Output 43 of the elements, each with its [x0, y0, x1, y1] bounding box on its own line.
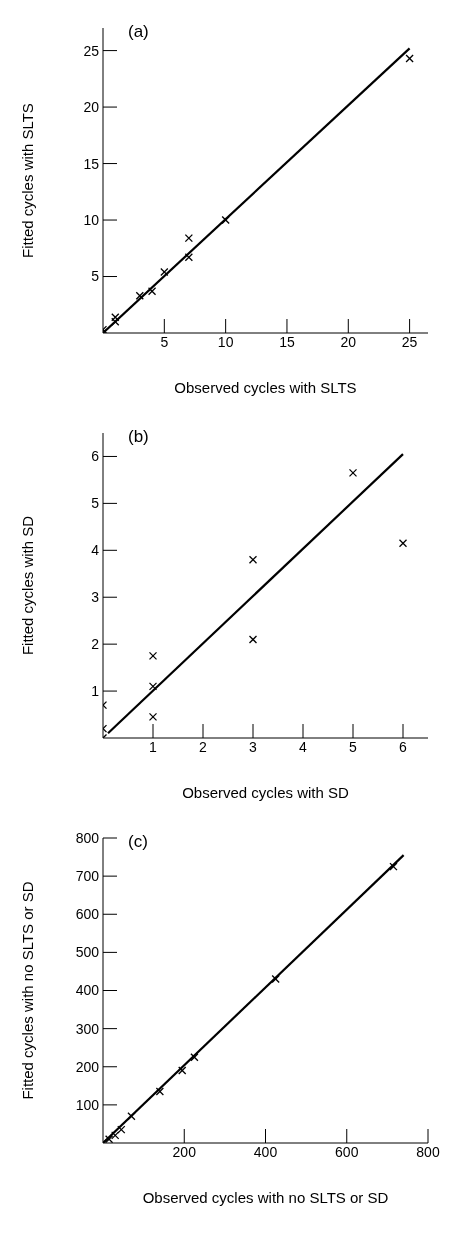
- x-axis-title: Observed cycles with SLTS: [174, 379, 357, 396]
- y-tick-label: 4: [91, 542, 100, 559]
- y-tick-label: 20: [83, 99, 100, 116]
- x-tick-label: 5: [349, 738, 358, 755]
- y-tick-label: 1: [91, 683, 100, 700]
- y-axis-title: Fitted cycles with SD: [19, 515, 37, 656]
- y-tick-label: 100: [75, 1096, 100, 1113]
- y-tick-label: 25: [83, 42, 100, 59]
- y-tick-label: 800: [75, 829, 100, 846]
- x-tick-label: 10: [217, 333, 234, 350]
- x-tick-label: 600: [335, 1143, 359, 1160]
- x-tick-label: 5: [160, 333, 169, 350]
- y-axis-title: Fitted cycles with SLTS: [19, 103, 37, 258]
- x-tick-label: 3: [249, 738, 258, 755]
- x-tick-label: 2: [199, 738, 208, 755]
- y-tick-label: 700: [75, 868, 100, 885]
- chart-title: (b): [128, 427, 149, 447]
- x-tick-label: 200: [172, 1143, 197, 1160]
- y-tick-label: 5: [91, 495, 100, 512]
- x-axis-title: Observed cycles with SD: [182, 784, 350, 801]
- y-tick-label: 15: [83, 155, 100, 172]
- y-tick-label: 600: [75, 906, 100, 923]
- chart-title: (c): [128, 832, 148, 852]
- y-tick-label: 3: [91, 589, 100, 606]
- y-tick-label: 400: [75, 982, 100, 999]
- x-tick-label: 1: [149, 738, 158, 755]
- x-tick-label: 20: [340, 333, 357, 350]
- y-tick-label: 10: [83, 212, 100, 229]
- y-tick-label: 2: [91, 636, 100, 653]
- x-tick-label: 800: [416, 1143, 440, 1160]
- x-axis-title: Observed cycles with no SLTS or SD: [142, 1189, 389, 1206]
- x-tick-label: 6: [399, 738, 408, 755]
- x-tick-label: 15: [279, 333, 295, 350]
- y-tick-label: 300: [75, 1020, 100, 1037]
- x-tick-label: 400: [253, 1143, 278, 1160]
- y-tick-label: 5: [91, 268, 100, 285]
- chart-title: (a): [128, 22, 149, 42]
- y-tick-label: 500: [75, 944, 100, 961]
- x-tick-label: 25: [401, 333, 418, 350]
- y-axis-title: Fitted cycles with no SLTS or SD: [19, 881, 37, 1100]
- y-tick-label: 200: [75, 1058, 100, 1075]
- x-tick-label: 4: [299, 738, 308, 755]
- y-tick-label: 6: [91, 448, 100, 465]
